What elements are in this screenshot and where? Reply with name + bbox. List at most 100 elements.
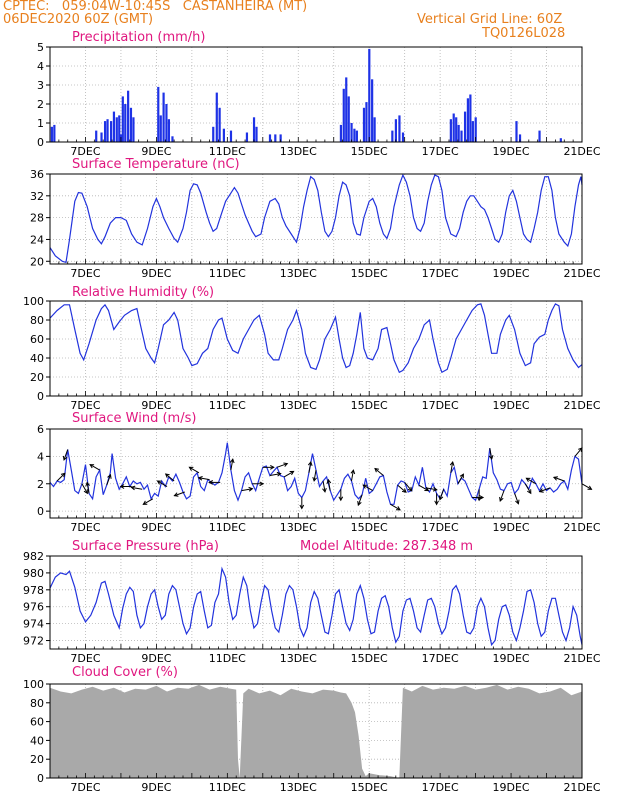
wind-arrowhead [307, 460, 313, 466]
wind-arrowhead [401, 488, 407, 493]
wind-arrow [457, 473, 464, 485]
precip-bar [371, 79, 374, 142]
x-tick-label: 9DEC [141, 145, 171, 158]
wind-arrow [524, 483, 532, 494]
wind-arrowhead [283, 462, 289, 467]
x-tick-label: 21DEC [563, 521, 600, 534]
precip-bar [347, 96, 350, 142]
wind-arrowhead [85, 481, 90, 487]
y-tick-label: 36 [30, 168, 44, 181]
wind-arrowhead [208, 480, 214, 485]
wind-arrow [276, 463, 288, 468]
x-tick-label: 19DEC [493, 267, 530, 280]
precip-bar [274, 134, 277, 142]
y-tick-label: 0 [37, 772, 44, 785]
header-grid-line: Vertical Grid Line: 60Z [417, 12, 563, 27]
x-tick-label: 7DEC [70, 781, 100, 794]
precip-bar [103, 121, 107, 142]
precip-bar [53, 124, 56, 142]
wind-arrowhead [289, 470, 295, 476]
wind-arrowhead [357, 501, 362, 507]
precip-bar [245, 132, 249, 142]
y-tick-label: 980 [23, 567, 44, 580]
y-tick-label: 100 [23, 678, 44, 691]
y-tick-label: 32 [30, 190, 44, 203]
precip-bar [279, 134, 282, 142]
precip-bar [132, 117, 135, 142]
x-tick-label: 21DEC [563, 399, 600, 412]
series-line [49, 442, 583, 505]
wind-arrowhead [259, 481, 265, 487]
precip-bar [115, 117, 118, 142]
wind-arrowhead [476, 496, 482, 502]
y-tick-label: 20 [30, 255, 44, 268]
wind-arrowhead [164, 473, 170, 478]
precip-bar [165, 104, 168, 142]
x-tick-label: 19DEC [493, 399, 530, 412]
wind-arrowhead [432, 486, 438, 492]
x-tick-label: 13DEC [280, 652, 317, 665]
wind-arrow [397, 484, 407, 493]
y-tick-label: 1 [37, 117, 44, 130]
precip-bar [106, 119, 109, 142]
y-tick-label: 5 [37, 41, 44, 54]
precip-bar [215, 92, 218, 142]
wind-arrowhead [248, 486, 254, 492]
wind-arrow [269, 473, 281, 477]
y-tick-label: 4 [37, 60, 44, 73]
wind-arrowhead [83, 489, 88, 495]
wind-arrow [283, 470, 294, 478]
wind-arrowhead [197, 476, 203, 481]
y-tick-label: 978 [23, 584, 44, 597]
x-tick-label: 19DEC [493, 145, 530, 158]
precip-bar [368, 48, 371, 142]
precip-bar [218, 107, 221, 142]
wind-arrowhead [60, 472, 66, 478]
wind-arrowhead [538, 488, 544, 493]
x-tick-label: 21DEC [563, 652, 600, 665]
precip-bar [100, 132, 103, 142]
wind-arrow [189, 466, 200, 474]
wind-arrow [143, 498, 154, 505]
wind-arrow [489, 448, 493, 460]
precip-bar [457, 124, 460, 142]
precip-bar [471, 121, 474, 142]
panel-title: Surface Temperature (nC) [72, 157, 240, 172]
precip-bar [355, 130, 358, 142]
wind-arrow [357, 494, 363, 506]
precip-bar [449, 119, 452, 142]
wind-arrow [86, 482, 90, 494]
wind-arrowhead [322, 487, 327, 493]
x-tick-label: 15DEC [351, 781, 388, 794]
precip-bar [398, 115, 401, 142]
precip-bar [157, 86, 160, 142]
x-tick-label: 9DEC [141, 652, 171, 665]
x-tick-label: 7DEC [70, 145, 100, 158]
y-tick-label: 100 [23, 295, 44, 308]
wind-arrowhead [312, 476, 317, 482]
wind-arrow [514, 493, 519, 504]
wind-arrow [56, 472, 66, 482]
wind-arrow [241, 488, 253, 492]
wind-arrowhead [459, 473, 464, 479]
wind-arrowhead [350, 469, 356, 475]
x-tick-label: 17DEC [422, 521, 459, 534]
y-tick-label: 60 [30, 333, 44, 346]
wind-arrowhead [173, 492, 179, 497]
y-tick-label: 972 [23, 635, 44, 648]
x-tick-label: 15DEC [351, 399, 388, 412]
wind-arrow [499, 490, 505, 502]
x-tick-label: 15DEC [351, 145, 388, 158]
y-tick-label: 974 [23, 618, 44, 631]
panel-2: Surface Temperature (nC) 20 24 28 32 36 7DEC 9D… [30, 157, 601, 280]
panel-3: Relative Humidity (%) 0 20 40 60 80 100 7DEC 9DE… [23, 285, 601, 412]
precip-bar [229, 130, 233, 142]
precip-bar [118, 115, 121, 142]
series-line [49, 173, 583, 264]
wind-arrow [450, 461, 454, 473]
precip-bar [212, 126, 215, 142]
y-tick-label: 60 [30, 716, 44, 729]
wind-arrow [313, 469, 317, 481]
wind-arrowhead [299, 504, 305, 510]
